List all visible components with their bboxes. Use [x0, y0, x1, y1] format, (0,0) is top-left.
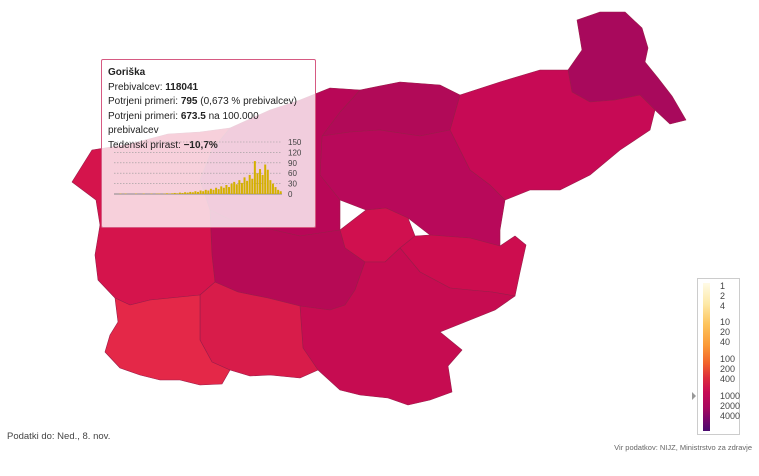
legend-label: 10 — [720, 317, 731, 327]
sparkline-bar — [243, 177, 246, 194]
sparkline-bar — [266, 169, 269, 194]
sparkline-bar — [217, 189, 220, 194]
sparkline-bar — [220, 186, 223, 194]
sparkline-bar — [246, 180, 249, 194]
sparkline-bar — [173, 192, 176, 194]
legend-label: 4 — [720, 301, 726, 311]
sparkline-bar — [197, 191, 199, 194]
sparkline-bar — [264, 164, 267, 194]
sparkline-bar — [228, 187, 231, 194]
sparkline-bar — [261, 174, 264, 194]
legend-label: 4000 — [720, 411, 741, 421]
tooltip-rate-row: Potrjeni primeri: 673.5 na 100.000 prebi… — [108, 110, 309, 139]
sparkline-tick-label: 150 — [288, 138, 302, 147]
sparkline-bar — [240, 182, 243, 194]
sparkline-bar — [251, 178, 254, 194]
sparkline-bar — [233, 181, 236, 194]
tooltip-rate-label: Potrjeni primeri: — [108, 110, 179, 122]
sparkline-bar — [199, 190, 202, 194]
sparkline-tick-label: 120 — [288, 148, 302, 157]
sparkline-bar — [204, 189, 207, 194]
sparkline-bar — [277, 189, 280, 194]
sparkline-tick-label: 60 — [288, 169, 297, 178]
sparkline-bar — [225, 184, 228, 194]
sparkline-tick-label: 0 — [288, 190, 293, 199]
sparkline-bar — [178, 192, 181, 194]
sparkline-bar — [209, 188, 212, 194]
data-source-note: Vir podatkov: NIJZ, Ministrstvo za zdrav… — [614, 443, 752, 452]
sparkline-bar — [186, 192, 189, 194]
sparkline-bar — [189, 191, 192, 194]
region-tooltip: Goriška Prebivalcev: 118041 Potrjeni pri… — [101, 59, 316, 228]
sparkline-bar — [202, 191, 205, 194]
tooltip-confirmed-pct: (0,673 % prebivalcev) — [200, 96, 297, 107]
tooltip-growth-label: Tedenski prirast: — [108, 139, 181, 151]
sparkline-bar — [176, 193, 179, 194]
sparkline-bar — [279, 191, 282, 194]
sparkline-bar — [212, 189, 215, 194]
sparkline-bar — [230, 183, 233, 194]
tooltip-growth-row: Tedenski prirast: −10,7% — [108, 139, 309, 154]
sparkline-bar — [207, 190, 210, 194]
sparkline-bar — [238, 180, 241, 194]
sparkline-bar — [248, 174, 251, 194]
tooltip-population-row: Prebivalcev: 118041 — [108, 81, 309, 96]
tooltip-rate-value: 673.5 — [180, 110, 206, 122]
legend-label: 2000 — [720, 401, 741, 411]
data-date-note: Podatki do: Ned., 8. nov. — [7, 431, 111, 442]
sparkline-bar — [181, 192, 184, 194]
sparkline-bar — [194, 191, 197, 194]
tooltip-growth-value: −10,7% — [183, 139, 218, 151]
sparkline-bar — [184, 192, 187, 194]
sparkline-bar — [256, 173, 259, 194]
sparkline-bar — [259, 169, 262, 194]
color-scale-legend: 1 2 4 10 20 40 100 200 400 1000 2000 4000 — [692, 278, 741, 435]
legend-label: 200 — [720, 364, 736, 374]
tooltip-confirmed-label: Potrjeni primeri: — [108, 96, 179, 107]
sparkline-bar — [253, 161, 256, 194]
sparkline-bar — [271, 183, 274, 194]
legend-label: 20 — [720, 327, 731, 337]
legend-label: 1 — [720, 281, 726, 291]
legend-color-bar — [703, 283, 710, 431]
tooltip-region-name: Goriška — [108, 67, 146, 78]
tooltip-population-value: 118041 — [165, 81, 199, 93]
sparkline-bar — [269, 180, 272, 194]
sparkline-bar — [191, 192, 194, 194]
legend-label: 2 — [720, 291, 726, 301]
sparkline-tick-label: 90 — [288, 159, 297, 168]
legend-label: 100 — [720, 354, 736, 364]
sparkline-tick-label: 30 — [288, 180, 297, 189]
sparkline-bar — [222, 187, 225, 194]
legend-label: 1000 — [720, 391, 741, 401]
sparkline-bar — [274, 187, 277, 194]
sparkline-bar — [215, 187, 218, 194]
region-obalno-kraska[interactable] — [104, 294, 231, 386]
tooltip-confirmed-row: Potrjeni primeri: 795 (0,673 % prebivalc… — [108, 95, 309, 110]
tooltip-rate-suffix: na 100.000 prebivalcev — [108, 110, 259, 137]
sparkline-bar — [171, 193, 174, 194]
legend-pointer-icon — [692, 392, 696, 400]
region-jugovzhodna[interactable] — [299, 247, 516, 406]
legend-label: 400 — [720, 374, 736, 384]
tooltip-confirmed-value: 795 — [180, 96, 198, 107]
sparkline-bar — [235, 184, 238, 194]
tooltip-population-label: Prebivalcev: — [108, 81, 163, 93]
sparkline-bar — [165, 193, 168, 194]
legend-label: 40 — [720, 337, 731, 347]
